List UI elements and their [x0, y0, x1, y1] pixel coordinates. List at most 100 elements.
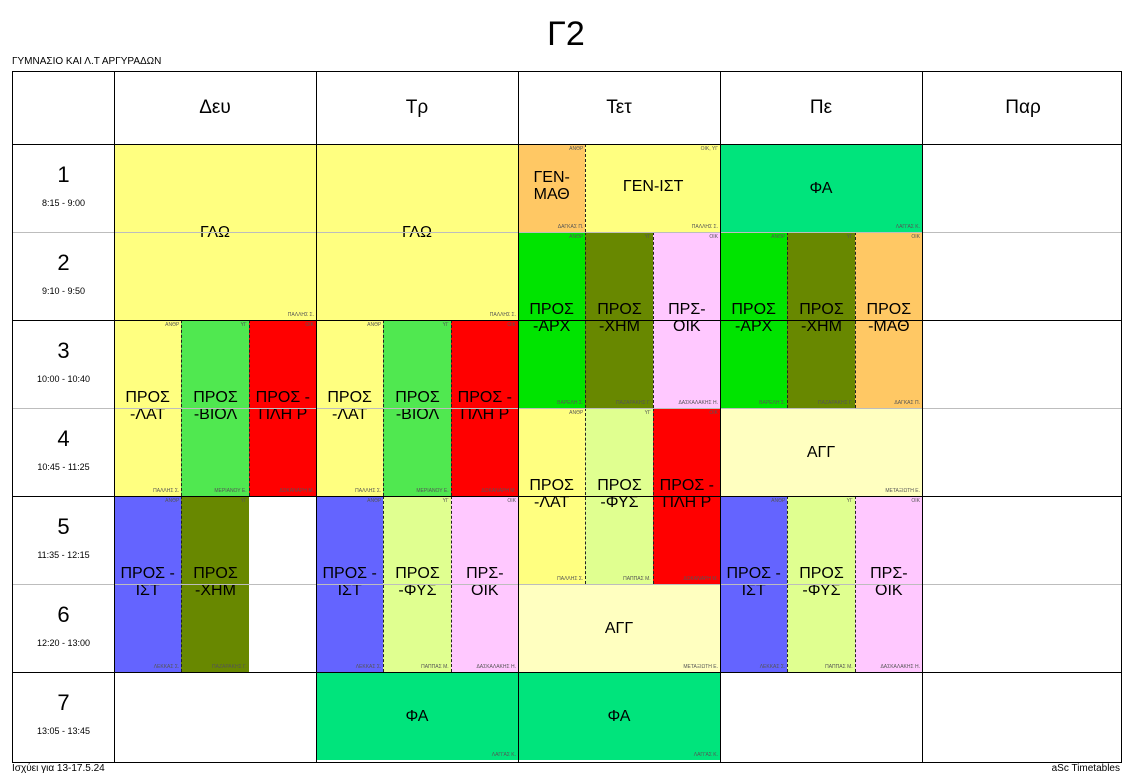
- lesson-group: ΟΙΚ: [507, 498, 516, 504]
- lesson-teacher: ΛΕΚΚΑΣ Σ.: [153, 664, 180, 670]
- lesson-subject: ΑΓΓ: [806, 443, 836, 461]
- lesson-group: ΟΙΚ: [507, 322, 516, 328]
- lesson-subject: ΠΡΟΣ -ΛΑΤ: [125, 389, 170, 423]
- lesson-subject: ΠΡΟΣ -ΛΑΤ: [327, 389, 372, 423]
- lesson-teacher: ΠΑΛΛΗΣ Σ.: [557, 576, 584, 582]
- column-divider: [518, 72, 519, 762]
- lesson-group: ΑΝΘΡ: [569, 146, 584, 152]
- lesson-subject: ΠΡΣ- ΟΙΚ: [668, 301, 706, 335]
- validity-note: Ισχύει για 13-17.5.24: [12, 763, 105, 774]
- lesson-subject: ΓΕΝ- ΜΑΘ: [533, 169, 570, 203]
- lesson-group: ΥΓ: [442, 498, 449, 504]
- lesson-teacher: ΔΑΣΚΑΛΑΚΗΣ Η.: [678, 400, 718, 406]
- lesson-cell[interactable]: ΦΑ ΛΑΓΓΑΣ Κ.: [720, 144, 922, 232]
- day-header: Τετ: [606, 97, 632, 118]
- lesson-teacher: ΔΑΓΚΑΣ Π.: [557, 224, 584, 230]
- lesson-teacher: ΠΑΠΠΑΣ Μ.: [421, 664, 449, 670]
- lesson-subject: ΠΡΟΣ -ΜΑΘ: [866, 301, 912, 335]
- lesson-teacher: ΔΟΚΑΝΑΡΗ Μ.: [481, 488, 516, 494]
- period-time: 10:00 - 10:40: [36, 374, 91, 384]
- lesson-group: ΥΓ: [240, 498, 247, 504]
- lesson-cell[interactable]: ΦΑ ΛΑΓΓΑΣ Κ.: [518, 672, 720, 760]
- day-header: Πε: [809, 97, 833, 118]
- lesson-subject: ΠΡΟΣ -ΑΡΧ: [731, 301, 776, 335]
- lesson-teacher: ΒΑΡΕΛΗ Σ.: [759, 400, 786, 406]
- lesson-teacher: ΔΑΣΚΑΛΑΚΗΣ Η.: [880, 664, 920, 670]
- column-divider: [922, 72, 923, 762]
- row-divider: [13, 408, 1121, 409]
- lesson-cell[interactable]: ΓΕΝ-ΙΣΤ ΟΙΚ, ΥΓ ΠΑΛΛΗΣ Σ.: [585, 144, 720, 232]
- lesson-subject: ΦΑ: [405, 707, 429, 725]
- day-header: Δευ: [199, 97, 231, 118]
- lesson-teacher: ΛΑΓΓΑΣ Κ.: [895, 224, 920, 230]
- lesson-teacher: ΠΑΖΑΡΑΚΗΣ Γ.: [818, 400, 853, 406]
- brand-label: aSc Timetables: [1051, 763, 1120, 774]
- lesson-teacher: ΠΑΖΑΡΑΚΗΣ Γ.: [212, 664, 247, 670]
- lesson-teacher: ΛΑΓΓΑΣ Κ.: [491, 752, 516, 758]
- timetable-grid: ΓΛΩ ΠΑΛΛΗΣ Σ. ΠΡΟΣ -ΛΑΤ ΑΝΘΡ ΠΑΛΛΗΣ Σ. ΠΡΟΣ -…: [12, 71, 1122, 763]
- lesson-subject: ΦΑ: [809, 179, 833, 197]
- lesson-group: ΑΝΘΡ: [771, 498, 786, 504]
- page-title: Γ2: [547, 15, 585, 53]
- lesson-teacher: ΠΑΛΛΗΣ Σ.: [355, 488, 382, 494]
- row-divider: [13, 672, 1121, 673]
- lesson-teacher: ΒΑΡΕΛΗ Σ.: [557, 400, 584, 406]
- lesson-subject: ΠΡΟΣ -ΦΥΣ: [799, 565, 844, 599]
- lesson-teacher: ΛΕΚΚΑΣ Σ.: [759, 664, 786, 670]
- lesson-subject: ΠΡΟΣ -ΒΙΟΛ: [395, 389, 440, 423]
- period-time: 12:20 - 13:00: [36, 638, 91, 648]
- lesson-teacher: ΜΕΤΑΞΙΩΤΗ Ε.: [683, 664, 718, 670]
- lesson-cell[interactable]: ΦΑ ΛΑΓΓΑΣ Κ.: [316, 672, 518, 760]
- lesson-cell[interactable]: ΑΓΓ ΜΕΤΑΞΙΩΤΗ Ε.: [720, 408, 922, 496]
- column-divider: [316, 72, 317, 762]
- lesson-group: ΑΝΘΡ: [569, 410, 584, 416]
- lesson-subject: ΠΡΟΣ - ΠΛΗ Ρ: [457, 389, 512, 423]
- period-label: 6 12:20 - 13:00: [13, 602, 114, 648]
- lesson-group: ΟΙΚ, ΥΓ: [700, 146, 718, 152]
- lesson-teacher: ΔΑΓΚΑΣ Π.: [894, 400, 920, 406]
- row-divider: [13, 496, 1121, 497]
- lesson-group: ΟΙΚ: [911, 234, 920, 240]
- period-number: 4: [57, 426, 70, 451]
- lesson-subject: ΠΡΟΣ - ΠΛΗ Ρ: [659, 477, 714, 511]
- period-number: 1: [57, 162, 70, 187]
- lesson-subject: ΠΡΟΣ -ΧΗΜ: [597, 301, 642, 335]
- lesson-teacher: ΠΑΖΑΡΑΚΗΣ Γ.: [616, 400, 651, 406]
- lesson-group: ΥΓ: [846, 498, 853, 504]
- lesson-group: ΑΝΘΡ: [569, 234, 584, 240]
- lesson-subject: ΓΕΝ-ΙΣΤ: [622, 177, 684, 195]
- lesson-subject: ΠΡΟΣ -ΛΑΤ: [529, 477, 574, 511]
- lesson-group: ΟΙΚ: [911, 498, 920, 504]
- lesson-group: ΑΝΘΡ: [367, 498, 382, 504]
- lesson-group: ΑΝΘΡ: [771, 234, 786, 240]
- period-number: 5: [57, 514, 70, 539]
- lesson-subject: ΠΡΟΣ - ΙΣΤ: [726, 565, 781, 599]
- period-number: 7: [57, 690, 70, 715]
- lesson-teacher: ΠΑΛΛΗΣ Σ.: [489, 312, 516, 318]
- lesson-cell[interactable]: ΑΓΓ ΜΕΤΑΞΙΩΤΗ Ε.: [518, 584, 720, 672]
- lesson-subject: ΠΡΟΣ - ΙΣΤ: [120, 565, 175, 599]
- lesson-group: ΥΓ: [846, 234, 853, 240]
- period-label: 7 13:05 - 13:45: [13, 690, 114, 736]
- lesson-subject: ΠΡΟΣ -ΒΙΟΛ: [193, 389, 238, 423]
- lesson-cell[interactable]: ΓΕΝ- ΜΑΘ ΑΝΘΡ ΔΑΓΚΑΣ Π.: [518, 144, 586, 232]
- lesson-teacher: ΔΟΚΑΝΑΡΗ Μ.: [683, 576, 718, 582]
- lesson-subject: ΠΡΟΣ -ΦΥΣ: [395, 565, 440, 599]
- lesson-group: ΑΝΘΡ: [165, 498, 180, 504]
- lesson-group: ΑΝΘΡ: [367, 322, 382, 328]
- lesson-group: ΑΝΘΡ: [165, 322, 180, 328]
- lesson-subject: ΠΡΣ- ΟΙΚ: [466, 565, 504, 599]
- column-divider: [720, 72, 721, 762]
- row-divider: [13, 320, 1121, 321]
- lesson-subject: ΠΡΟΣ - ΙΣΤ: [322, 565, 377, 599]
- lesson-teacher: ΛΑΓΓΑΣ Κ.: [693, 752, 718, 758]
- period-label: 4 10:45 - 11:25: [13, 426, 114, 472]
- period-label: 3 10:00 - 10:40: [13, 338, 114, 384]
- lesson-teacher: ΠΑΛΛΗΣ Σ.: [153, 488, 180, 494]
- day-header: Τρ: [405, 97, 429, 118]
- lesson-subject: ΑΓΓ: [604, 619, 634, 637]
- lesson-group: ΥΓ: [644, 410, 651, 416]
- row-divider: [13, 584, 1121, 585]
- lesson-teacher: ΠΑΛΛΗΣ Σ.: [287, 312, 314, 318]
- lesson-group: ΟΙΚ: [305, 322, 314, 328]
